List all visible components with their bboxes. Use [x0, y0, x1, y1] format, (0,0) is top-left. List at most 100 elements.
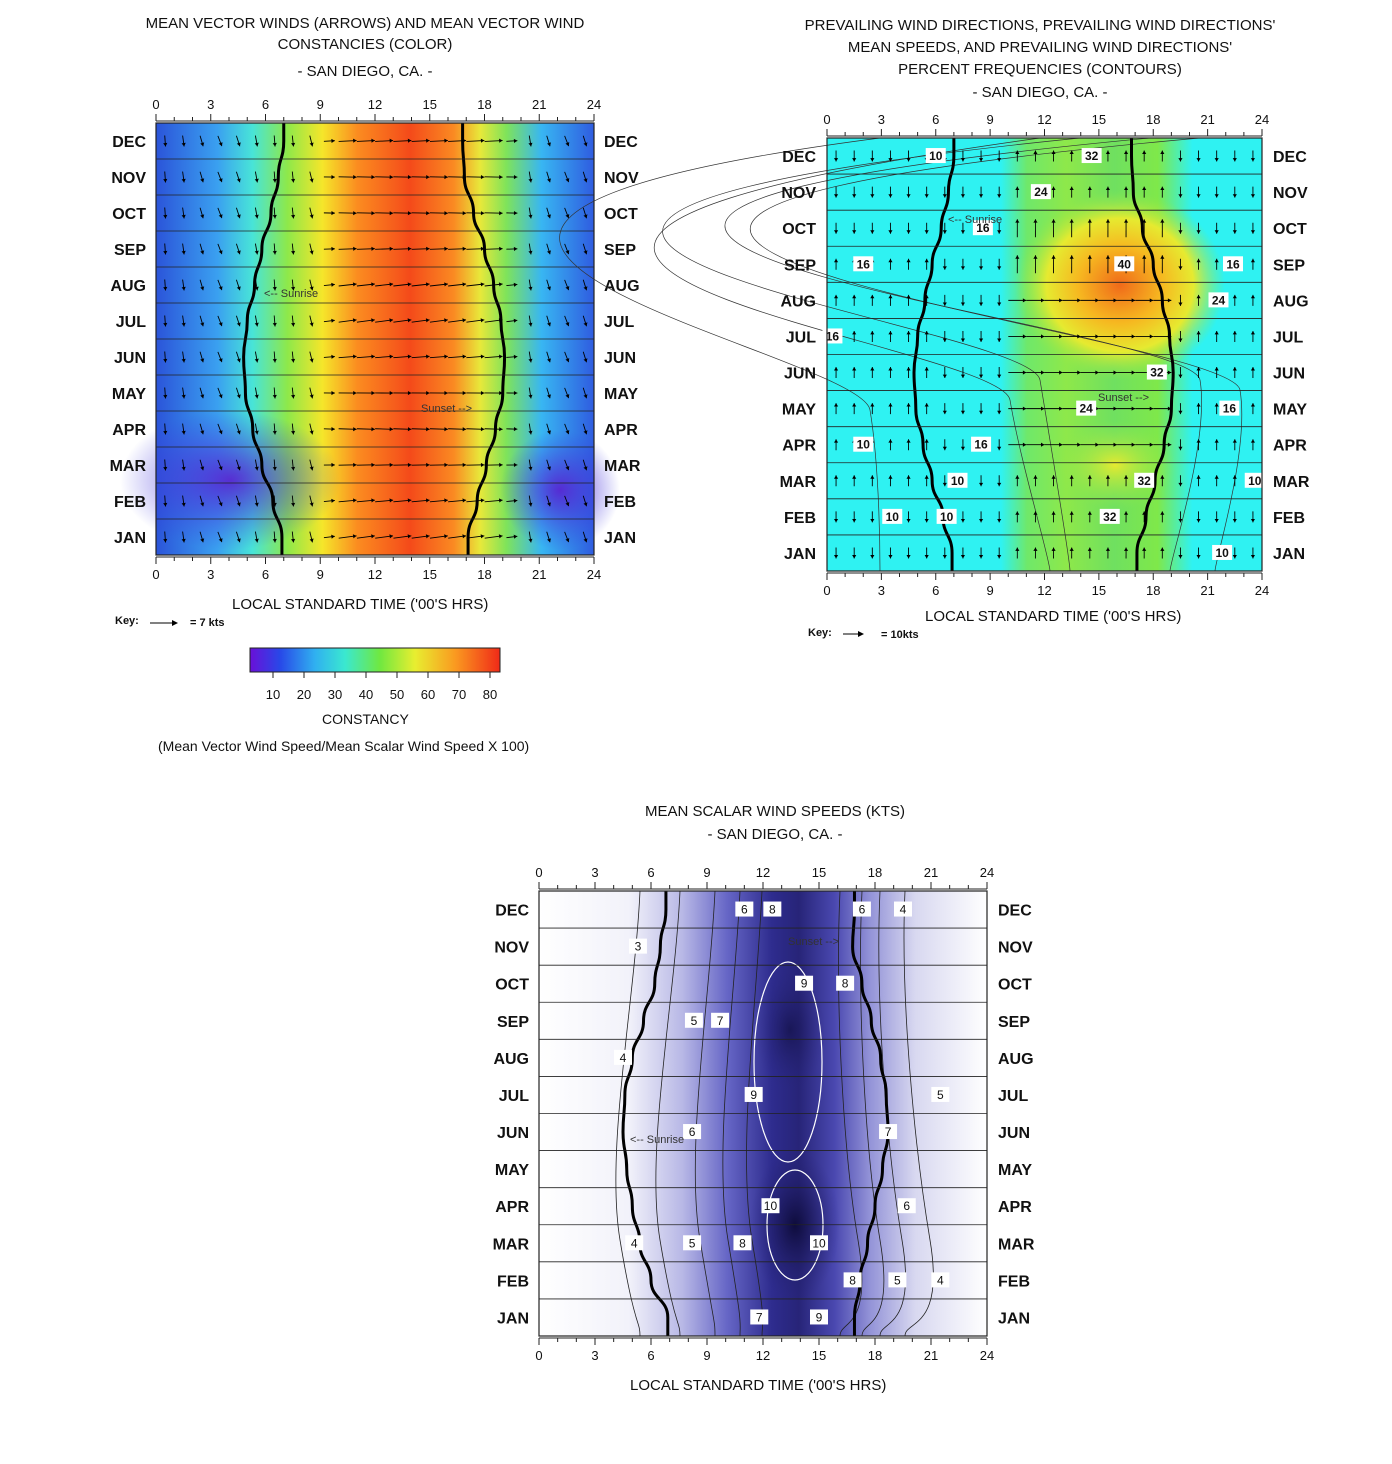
prevailing-wind-arrow: [888, 547, 893, 559]
vector-wind-arrow: [272, 135, 277, 147]
vector-wind-arrow: [546, 207, 551, 219]
contour-label: 16: [1226, 257, 1240, 271]
vector-wind-arrow: [393, 211, 412, 216]
prevailing-wind-arrow: [1214, 403, 1219, 415]
vector-wind-arrow: [393, 498, 412, 503]
month-label-left: DEC: [782, 149, 816, 166]
prevailing-wind-arrow: [1098, 442, 1117, 447]
vector-wind-arrow: [254, 171, 259, 183]
vector-wind-arrow: [466, 138, 485, 143]
prevailing-wind-arrow: [870, 330, 875, 342]
contour-label: 9: [750, 1088, 757, 1102]
prevailing-wind-arrow: [852, 150, 857, 162]
vector-wind-arrow: [375, 175, 394, 180]
contour-label-bg: [711, 1012, 730, 1028]
hour-tick-label-top: 6: [647, 865, 654, 880]
vector-wind-arrow: [254, 459, 259, 471]
prevailing-wind-arrow: [1250, 403, 1256, 415]
vector-wind-arrow: [291, 279, 296, 291]
vector-wind-arrow: [356, 498, 375, 503]
hour-tick-label-top: 9: [703, 865, 710, 880]
vector-wind-arrow: [163, 351, 168, 363]
hour-tick-label-bottom: 6: [647, 1348, 654, 1363]
contour-label: 24: [1034, 185, 1048, 199]
hour-tick-label-bottom: 3: [591, 1348, 598, 1363]
vector-wind-arrow: [356, 462, 375, 467]
prevailing-wind-arrow: [1153, 406, 1172, 411]
prevailing-wind-arrow: [1098, 298, 1117, 303]
vector-wind-arrow: [323, 498, 335, 503]
colorbar-note: (Mean Vector Wind Speed/Mean Scalar Wind…: [158, 738, 530, 754]
contour-label-bg: [836, 975, 855, 991]
hour-tick-label-top: 12: [1037, 112, 1051, 127]
prevailing-wind-arrow: [906, 439, 911, 451]
hour-tick-label-bottom: 9: [317, 567, 324, 582]
prevailing-wind-arrow: [1196, 511, 1201, 523]
contour-label: 40: [1118, 257, 1132, 271]
colorbar-tick-label: 50: [390, 687, 404, 702]
prevailing-wind-arrow: [870, 547, 875, 559]
prevailing-wind-arrow: [1124, 547, 1129, 559]
vector-wind-arrow: [546, 135, 551, 147]
prevailing-wind-arrow: [1044, 406, 1063, 411]
prevailing-wind-arrow: [1178, 511, 1183, 523]
vector-wind-arrow: [217, 387, 223, 399]
vector-wind-arrow: [217, 135, 223, 147]
prevailing-wind-arrow: [888, 439, 893, 451]
hour-tick-label-bottom: 15: [1092, 583, 1106, 598]
month-label-right: APR: [998, 1199, 1032, 1216]
vector-wind-arrow: [546, 531, 551, 543]
vector-wind-arrow: [393, 175, 412, 180]
prevailing-wind-arrow: [888, 475, 893, 487]
prevailing-wind-arrow: [1196, 547, 1201, 559]
vector-wind-arrow: [338, 282, 357, 287]
prevailing-wind-arrow: [906, 222, 911, 234]
prevailing-wind-arrow: [852, 475, 857, 487]
prevailing-wind-arrow: [1178, 186, 1183, 198]
month-label-left: NOV: [781, 185, 816, 202]
prevailing-wind-arrow: [1250, 547, 1256, 559]
month-label-right: AUG: [998, 1051, 1034, 1068]
contour-label-bg: [1212, 544, 1233, 560]
prevailing-wind-arrow: [1250, 439, 1256, 451]
hour-tick-label-top: 3: [591, 865, 598, 880]
vector-wind-arrow: [546, 387, 551, 399]
contour-label-bg: [1099, 508, 1120, 524]
vector-wind-arrow: [506, 210, 518, 216]
vector-wind-arrow: [429, 246, 448, 251]
contour-label: 16: [826, 329, 840, 343]
vector-wind-arrow: [163, 495, 168, 507]
prevailing-wind-arrow: [1135, 298, 1154, 303]
vector-wind-arrow: [429, 354, 448, 359]
prevailing-wind-arrow: [888, 186, 893, 198]
month-label-left: JUN: [497, 1125, 529, 1142]
panel3-xlabel: LOCAL STANDARD TIME ('00'S HRS): [630, 1377, 887, 1394]
vector-wind-arrow: [484, 534, 503, 539]
vector-wind-arrow: [291, 387, 296, 399]
prevailing-wind-arrow: [1124, 475, 1129, 487]
vector-wind-arrow: [291, 315, 296, 327]
vector-wind-arrow: [564, 495, 570, 507]
prevailing-wind-arrow: [1105, 255, 1111, 274]
panel3-subtitle: - SAN DIEGO, CA. -: [707, 826, 843, 843]
vector-wind-arrow: [429, 211, 448, 216]
vector-wind-arrow: [506, 174, 518, 180]
panel3-sunrise-label: <-- Sunrise: [630, 1134, 685, 1146]
vector-wind-arrow: [356, 246, 375, 251]
contour-label-bg: [894, 901, 912, 917]
month-label-left: JUL: [499, 1088, 529, 1105]
panel3-title: MEAN SCALAR WIND SPEEDS (KTS): [644, 803, 906, 820]
vector-wind-arrow: [356, 175, 375, 180]
prevailing-wind-arrow: [1196, 294, 1201, 306]
hour-tick-label-top: 12: [756, 865, 770, 880]
vector-wind-arrow: [272, 243, 277, 255]
month-label-left: OCT: [495, 977, 529, 994]
panel1-xlabel: LOCAL STANDARD TIME ('00'S HRS): [232, 596, 489, 613]
vector-wind-arrow: [564, 243, 570, 255]
prevailing-wind-arrow: [870, 222, 875, 234]
prevailing-wind-arrow: [906, 547, 911, 559]
prevailing-wind-arrow: [1069, 219, 1074, 238]
prevailing-wind-arrow: [1196, 222, 1201, 234]
contour-label: 9: [816, 1310, 823, 1324]
vector-wind-arrow: [528, 315, 533, 327]
